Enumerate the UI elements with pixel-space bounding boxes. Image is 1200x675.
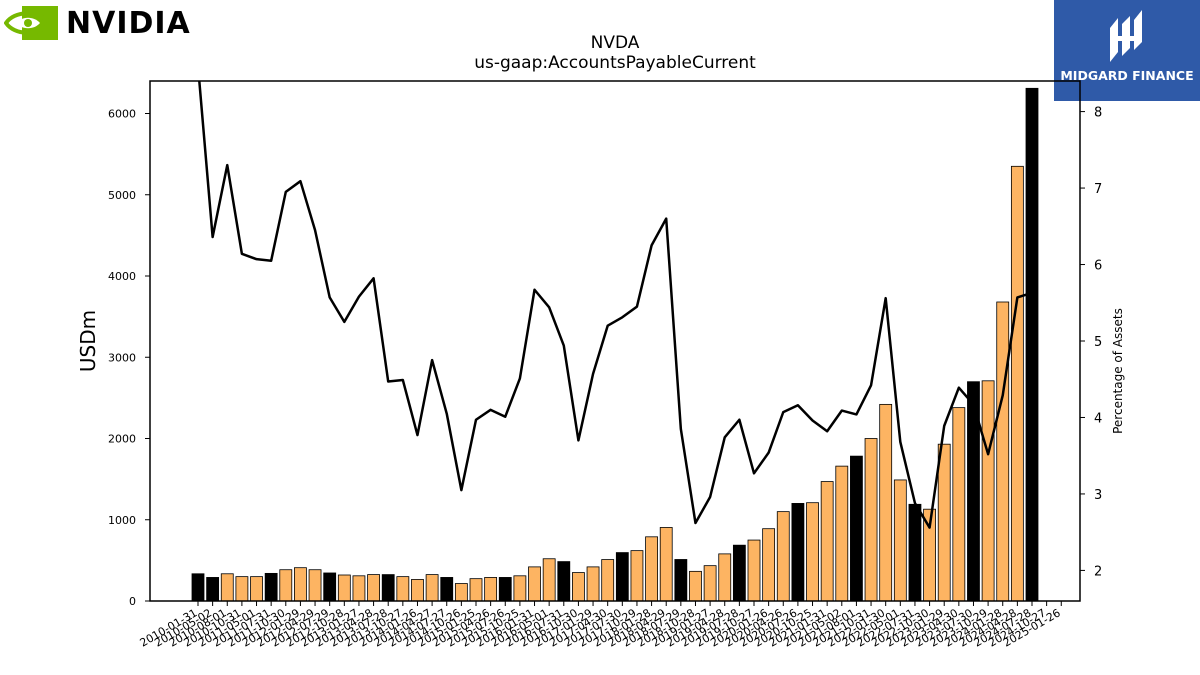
y2-tick-label: 4 bbox=[1094, 411, 1102, 426]
bar bbox=[498, 577, 512, 602]
bar bbox=[484, 577, 498, 602]
bar bbox=[732, 544, 746, 602]
bar bbox=[806, 502, 819, 602]
bar bbox=[981, 380, 995, 602]
bar bbox=[835, 465, 849, 602]
bar bbox=[908, 503, 922, 602]
y-tick-label: 0 bbox=[129, 595, 136, 608]
bar bbox=[220, 573, 234, 602]
bar bbox=[762, 528, 776, 602]
bar bbox=[250, 576, 263, 602]
bar bbox=[864, 438, 878, 602]
bar bbox=[279, 569, 293, 602]
y2-tick-label: 6 bbox=[1094, 259, 1102, 274]
bar bbox=[294, 567, 307, 602]
bar bbox=[893, 479, 907, 602]
y-tick-label: 3000 bbox=[108, 351, 136, 364]
bar bbox=[586, 566, 600, 602]
bars-layer bbox=[191, 87, 1039, 602]
bar bbox=[689, 570, 702, 602]
bar bbox=[528, 566, 541, 602]
y-tick-label: 4000 bbox=[108, 270, 136, 283]
midgard-name: MIDGARD FINANCE bbox=[1060, 68, 1194, 83]
bar bbox=[206, 577, 220, 602]
nvidia-eye-icon bbox=[4, 6, 58, 40]
bar bbox=[879, 403, 893, 602]
bar bbox=[557, 561, 571, 602]
bar bbox=[352, 575, 366, 602]
bar bbox=[1010, 165, 1024, 602]
nvidia-logo: NVIDIA bbox=[4, 4, 191, 42]
bar bbox=[996, 301, 1010, 602]
bar bbox=[615, 552, 629, 602]
bar bbox=[791, 503, 805, 602]
y2-tick-label: 3 bbox=[1094, 488, 1102, 503]
bar bbox=[937, 443, 951, 602]
bar bbox=[747, 539, 761, 602]
midgard-emblem-icon bbox=[1110, 10, 1142, 62]
pct-assets-line bbox=[198, 81, 1033, 529]
bar bbox=[411, 579, 424, 602]
chart-title: NVDA bbox=[590, 33, 640, 53]
y-tick-label: 2000 bbox=[108, 433, 136, 446]
bar bbox=[381, 574, 395, 602]
bar bbox=[308, 569, 322, 602]
bar bbox=[440, 577, 454, 602]
bar bbox=[235, 576, 249, 602]
line-layer bbox=[198, 81, 1033, 529]
bar bbox=[337, 574, 351, 602]
bar bbox=[630, 550, 644, 602]
nvidia-wordmark: NVIDIA bbox=[66, 5, 191, 41]
bar bbox=[469, 578, 483, 602]
y2-tick-label: 5 bbox=[1094, 335, 1102, 350]
bar bbox=[323, 572, 337, 602]
y-tick-label: 1000 bbox=[108, 514, 136, 527]
bar bbox=[396, 576, 410, 602]
bar bbox=[572, 572, 585, 602]
bar bbox=[425, 574, 439, 602]
bar bbox=[264, 572, 278, 602]
chart-subtitle: us-gaap:AccountsPayableCurrent bbox=[474, 53, 756, 73]
bar bbox=[645, 536, 658, 602]
y2-axis-label: Percentage of Assets bbox=[1111, 308, 1125, 434]
bar bbox=[542, 558, 556, 602]
bar bbox=[191, 573, 205, 602]
midgard-finance-logo: MIDGARD FINANCE bbox=[1054, 0, 1200, 101]
bar bbox=[367, 574, 380, 602]
y2-tick-label: 7 bbox=[1094, 182, 1102, 197]
bar bbox=[674, 559, 688, 602]
axes-layer: 010002000300040005000600023456782010-01-… bbox=[76, 80, 1125, 650]
bar bbox=[820, 481, 834, 602]
y-tick-label: 6000 bbox=[108, 108, 136, 121]
bar bbox=[1025, 87, 1039, 602]
bar bbox=[718, 553, 732, 602]
y2-tick-label: 2 bbox=[1094, 564, 1102, 579]
bar bbox=[850, 455, 863, 602]
bar bbox=[454, 583, 468, 602]
bar bbox=[776, 511, 790, 602]
bar bbox=[952, 407, 966, 602]
bar bbox=[601, 559, 615, 602]
bar bbox=[513, 575, 527, 602]
bar bbox=[659, 527, 673, 602]
y-tick-label: 5000 bbox=[108, 189, 136, 202]
y-axis-label: USDm bbox=[76, 310, 100, 372]
bar bbox=[703, 565, 717, 602]
y2-tick-label: 8 bbox=[1094, 106, 1102, 121]
